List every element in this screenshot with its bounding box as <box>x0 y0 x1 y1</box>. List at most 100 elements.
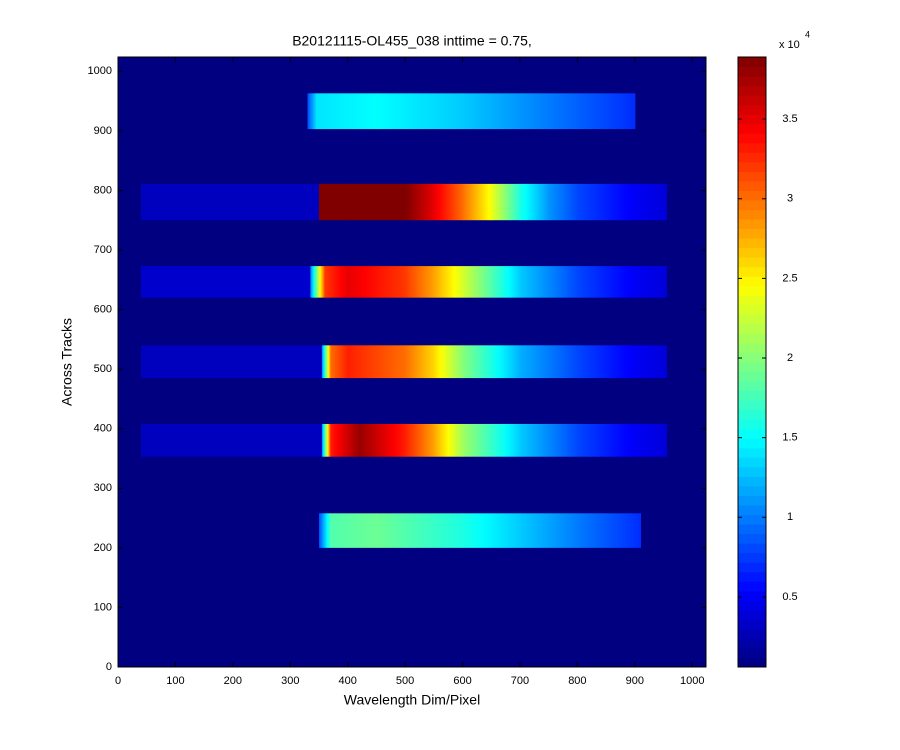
track-segment <box>376 93 464 130</box>
colorbar-exponent: 4 <box>805 29 810 39</box>
x-tick-label: 700 <box>511 675 529 687</box>
colorbar-cell <box>738 476 766 487</box>
colorbar-cell <box>738 504 766 515</box>
x-tick-label: 800 <box>568 675 586 687</box>
x-tick-label: 900 <box>626 675 644 687</box>
colorbar-cell <box>738 285 766 296</box>
x-tick-label: 100 <box>166 675 184 687</box>
x-tick-label: 0 <box>115 675 121 687</box>
y-tick-label: 500 <box>94 363 112 375</box>
colorbar-cell <box>738 581 766 592</box>
colorbar-cell <box>738 514 766 525</box>
track-segment <box>310 266 326 298</box>
colorbar-cell <box>738 647 766 658</box>
colorbar-cell <box>738 247 766 258</box>
track-segment <box>634 183 667 221</box>
track-segment <box>519 513 578 548</box>
colorbar-cell <box>738 104 766 115</box>
colorbar-cell <box>738 409 766 420</box>
colorbar-cell <box>738 276 766 287</box>
axes-box <box>117 56 707 668</box>
track-segment <box>577 183 636 221</box>
track-segment <box>405 345 435 379</box>
colorbar-cell <box>738 323 766 334</box>
track-segment <box>519 423 578 457</box>
colorbar-cell <box>738 257 766 268</box>
colorbar-cell <box>738 419 766 430</box>
colorbar-cell <box>738 66 766 77</box>
colorbar-cell <box>738 628 766 639</box>
track-segment <box>330 345 349 379</box>
y-tick-label: 900 <box>94 125 112 137</box>
track-segment <box>462 345 521 379</box>
colorbar-cell <box>738 609 766 620</box>
colorbar-cell <box>738 495 766 506</box>
y-tick-label: 700 <box>94 244 112 256</box>
track-segment <box>330 513 377 548</box>
colorbar-cell <box>738 238 766 249</box>
track-segment <box>359 423 406 457</box>
track-segment <box>577 93 636 130</box>
colorbar-cell <box>738 590 766 601</box>
colorbar-cell <box>738 342 766 353</box>
colorbar-multiplier: x 10 <box>779 39 800 51</box>
colorbar-tick-label: 2.5 <box>782 272 797 284</box>
colorbar-cell <box>738 381 766 392</box>
track-segment <box>519 183 550 221</box>
track-segment <box>405 183 435 221</box>
colorbar-cell <box>738 161 766 172</box>
track-segment <box>347 345 406 379</box>
track-segment <box>324 266 349 298</box>
colorbar-cell <box>738 543 766 554</box>
colorbar-cell <box>738 304 766 315</box>
track-segment <box>405 423 435 457</box>
colorbar-cell <box>738 466 766 477</box>
track-segment <box>321 345 331 379</box>
y-tick-label: 1000 <box>88 65 112 77</box>
colorbar-cell <box>738 114 766 125</box>
colorbar-tick-label: 2 <box>787 352 793 364</box>
colorbar-cell <box>738 447 766 458</box>
colorbar-cell <box>738 95 766 106</box>
colorbar-cell <box>738 85 766 96</box>
track-segment <box>140 423 323 457</box>
colorbar-tick-label: 3 <box>787 193 793 205</box>
track-segment <box>462 183 492 221</box>
colorbar-cell <box>738 209 766 220</box>
track-segment <box>634 423 667 457</box>
track-segment <box>462 423 521 457</box>
colorbar-cell <box>738 219 766 230</box>
x-tick-label: 1000 <box>680 675 704 687</box>
x-tick-label: 600 <box>453 675 471 687</box>
track-segment <box>316 93 377 130</box>
track-segment <box>140 266 311 298</box>
colorbar-cell <box>738 457 766 468</box>
track-segment <box>634 345 667 379</box>
track-segment <box>634 266 667 298</box>
colorbar-cell <box>738 190 766 201</box>
colorbar-cell <box>738 428 766 439</box>
track-segment <box>462 266 492 298</box>
colorbar-cell <box>738 533 766 544</box>
y-tick-label: 100 <box>94 601 112 613</box>
track-segment <box>577 345 636 379</box>
colorbar-cell <box>738 562 766 573</box>
track-segment <box>347 183 406 221</box>
track-segment <box>307 93 317 130</box>
colorbar-cell <box>738 619 766 630</box>
colorbar-cell <box>738 295 766 306</box>
colorbar-cell <box>738 152 766 163</box>
track-segment <box>140 183 320 221</box>
x-tick-label: 400 <box>339 675 357 687</box>
y-tick-label: 600 <box>94 303 112 315</box>
colorbar-cell <box>738 438 766 449</box>
y-tick-label: 300 <box>94 482 112 494</box>
colorbar-cell <box>738 123 766 134</box>
colorbar-cell <box>738 76 766 87</box>
colorbar-cell <box>738 362 766 373</box>
track-segment <box>321 423 331 457</box>
colorbar-cell <box>738 266 766 277</box>
colorbar-cell <box>738 199 766 210</box>
track-segment <box>519 266 578 298</box>
